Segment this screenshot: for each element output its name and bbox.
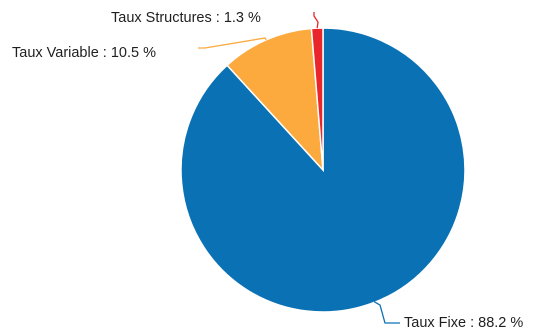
leader-line-taux-fixe bbox=[373, 301, 400, 324]
slice-label-taux-variable: Taux Variable : 10.5 % bbox=[12, 45, 156, 61]
slice-label-taux-fixe: Taux Fixe : 88.2 % bbox=[404, 315, 523, 331]
pie-slice-taux-structures bbox=[310, 27, 324, 171]
leader-line-taux-structures bbox=[313, 12, 319, 29]
leader-line-taux-variable bbox=[198, 37, 267, 49]
slice-label-taux-structures: Taux Structures : 1.3 % bbox=[111, 10, 261, 26]
